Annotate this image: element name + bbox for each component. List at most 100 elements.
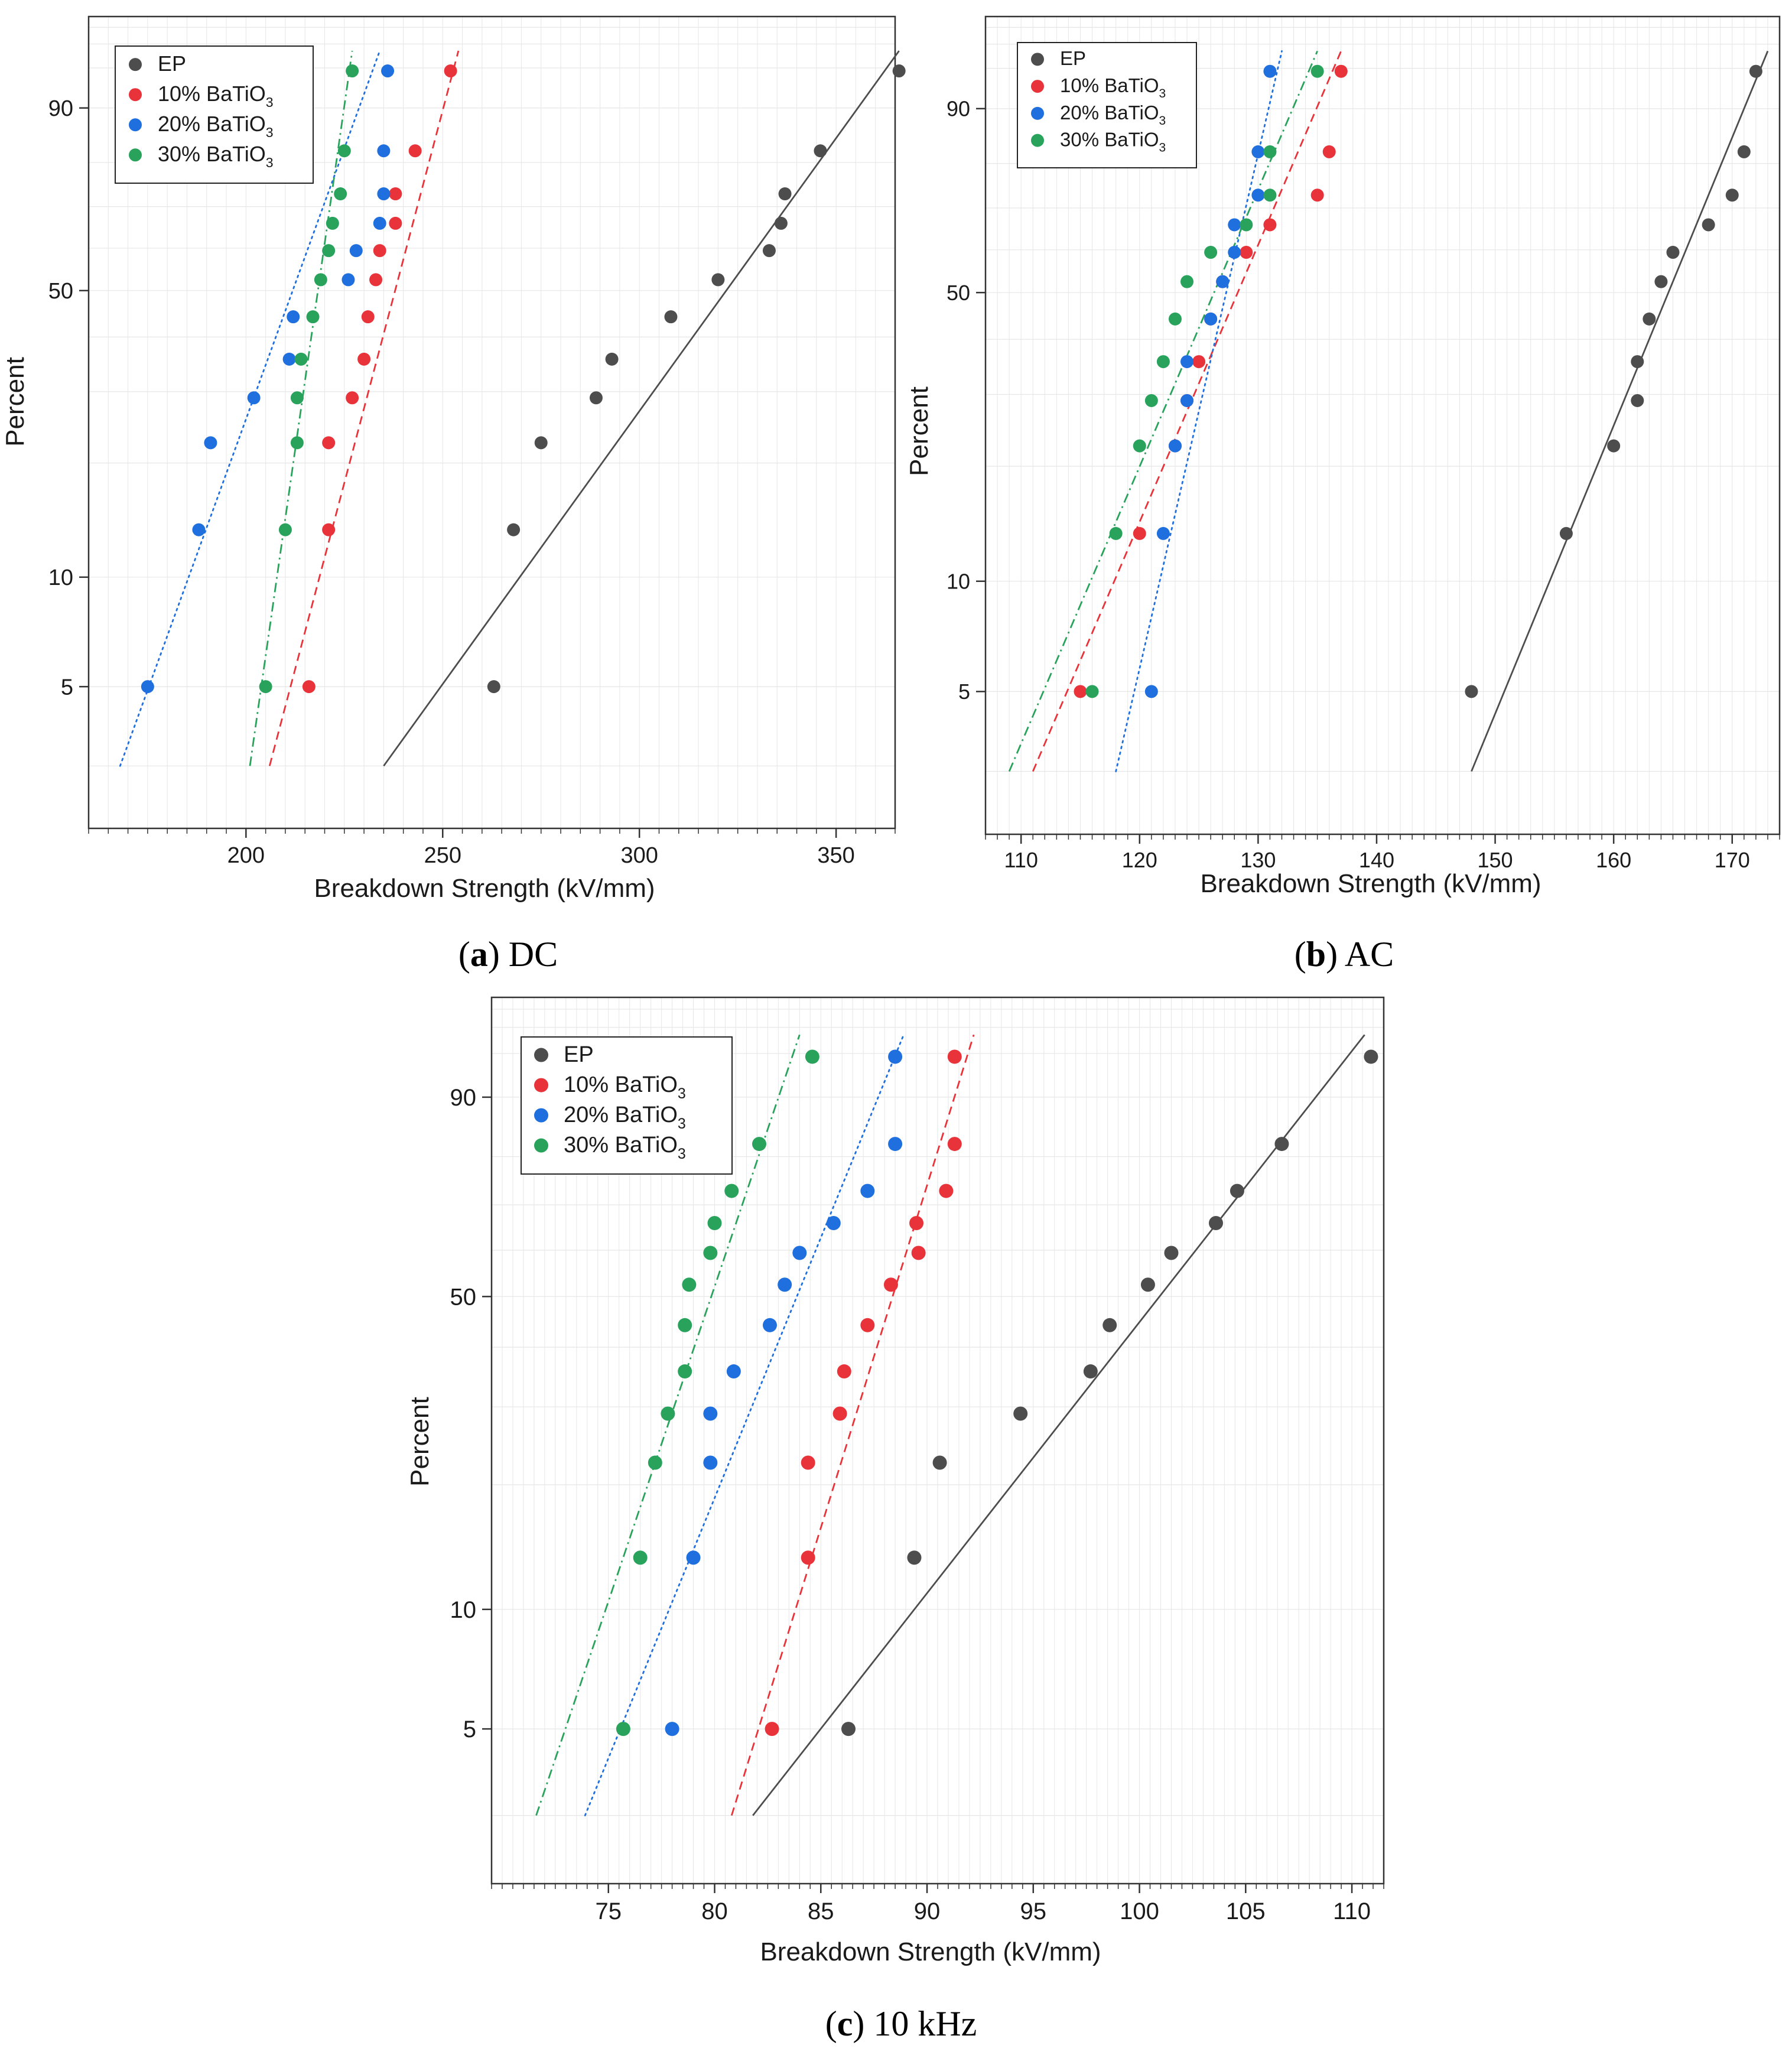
data-point: [294, 352, 308, 366]
x-tick-label: 160: [1596, 848, 1631, 872]
y-tick-label: 50: [450, 1284, 477, 1310]
y-tick-label: 90: [450, 1085, 477, 1111]
legend-label: 30% BaTiO3: [158, 142, 274, 170]
data-point: [1702, 218, 1715, 232]
data-point: [832, 1406, 847, 1421]
legend-label: EP: [158, 51, 186, 76]
data-point: [664, 310, 678, 324]
fit-line-30pct: [249, 50, 353, 766]
series-ep: [841, 1049, 1378, 1737]
data-point: [1263, 218, 1277, 232]
data-point: [724, 1183, 739, 1198]
data-point: [1274, 1137, 1289, 1152]
data-point: [373, 216, 386, 230]
data-point: [682, 1277, 697, 1292]
plot-frame: [87, 15, 896, 830]
legend-marker: [534, 1078, 548, 1092]
y-tick-label: 10: [947, 569, 970, 593]
fit-line-10pct: [730, 1034, 975, 1816]
x-tick-label: 80: [701, 1898, 728, 1924]
data-point: [883, 1277, 898, 1292]
data-point: [616, 1722, 630, 1737]
fit-line-20pct: [584, 1033, 905, 1817]
data-point: [837, 1364, 851, 1379]
data-point: [907, 1550, 922, 1565]
data-point: [361, 310, 375, 324]
legend-label: EP: [1060, 47, 1086, 69]
data-point: [278, 523, 292, 536]
panel-b-ac: 110 120 130 140 150 160 170 5 10 50 90 EP 10% BaTiO3…: [905, 15, 1781, 974]
legend-marker: [1031, 80, 1044, 93]
series-30pct-batio3: [259, 64, 359, 694]
x-tick-label: 300: [620, 843, 658, 868]
data-point: [326, 216, 339, 230]
legend-label: 20% BaTiO3: [564, 1103, 686, 1132]
data-point: [1725, 188, 1739, 202]
legend-label: 10% BaTiO3: [1060, 74, 1166, 100]
x-tick-label: 110: [1333, 1898, 1371, 1924]
data-point: [1168, 312, 1182, 326]
data-point: [389, 216, 402, 230]
plot-frame: [490, 996, 1385, 1885]
data-point: [373, 244, 386, 258]
data-point: [1263, 64, 1277, 78]
x-tick-label: 120: [1122, 848, 1157, 872]
data-point: [349, 244, 363, 258]
series-20pct-batio3: [1144, 64, 1277, 698]
data-point: [1631, 394, 1644, 408]
fit-line-30pct: [1008, 50, 1318, 772]
data-point: [534, 436, 548, 450]
data-point: [1631, 355, 1644, 369]
series-30pct-batio3: [1085, 64, 1324, 698]
legend-label: 20% BaTiO3: [158, 112, 274, 140]
data-point: [369, 273, 383, 287]
x-tick-label: 140: [1359, 848, 1394, 872]
legend-marker: [129, 148, 142, 162]
x-tick-label: 110: [1004, 848, 1038, 872]
series-20pct-batio3: [665, 1049, 903, 1737]
fit-line-ep: [1471, 50, 1769, 772]
legend-box: [521, 1036, 733, 1175]
data-point: [703, 1246, 718, 1260]
data-point: [947, 1137, 962, 1152]
panel-caption: (c) 10 kHz: [825, 2004, 977, 2043]
panel-caption: (b) AC: [1295, 935, 1394, 974]
data-point: [259, 680, 272, 694]
data-point: [762, 244, 776, 258]
data-point: [1251, 188, 1265, 202]
data-point: [765, 1722, 779, 1737]
legend-label: 20% BaTiO3: [1060, 102, 1166, 128]
data-point: [1364, 1049, 1378, 1064]
data-point: [1654, 275, 1668, 288]
data-point: [648, 1455, 662, 1470]
data-point: [860, 1183, 875, 1198]
data-point: [678, 1364, 692, 1379]
plot-frame: [984, 15, 1781, 835]
data-point: [1263, 188, 1277, 202]
x-tick-label: 105: [1226, 1898, 1266, 1924]
legend-marker: [1031, 134, 1044, 147]
y-tick-label: 5: [61, 675, 73, 700]
x-tick-label: 170: [1715, 848, 1750, 872]
data-point: [377, 187, 391, 201]
data-point: [1168, 439, 1182, 453]
data-point: [778, 187, 792, 201]
y-axis-label: Percent: [405, 1397, 434, 1487]
data-point: [665, 1722, 679, 1737]
x-tick-label: 200: [227, 843, 265, 868]
x-axis-label: Breakdown Strength (kV/mm): [314, 874, 655, 903]
data-point: [589, 391, 603, 405]
y-tick-label: 50: [947, 281, 970, 305]
data-point: [282, 352, 296, 366]
x-tick-label: 350: [817, 843, 854, 868]
data-point: [892, 64, 906, 78]
legend-marker: [534, 1048, 548, 1062]
data-point: [1208, 1216, 1223, 1231]
y-tick-label: 5: [958, 679, 970, 704]
data-point: [1180, 355, 1194, 369]
data-point: [1737, 145, 1751, 158]
